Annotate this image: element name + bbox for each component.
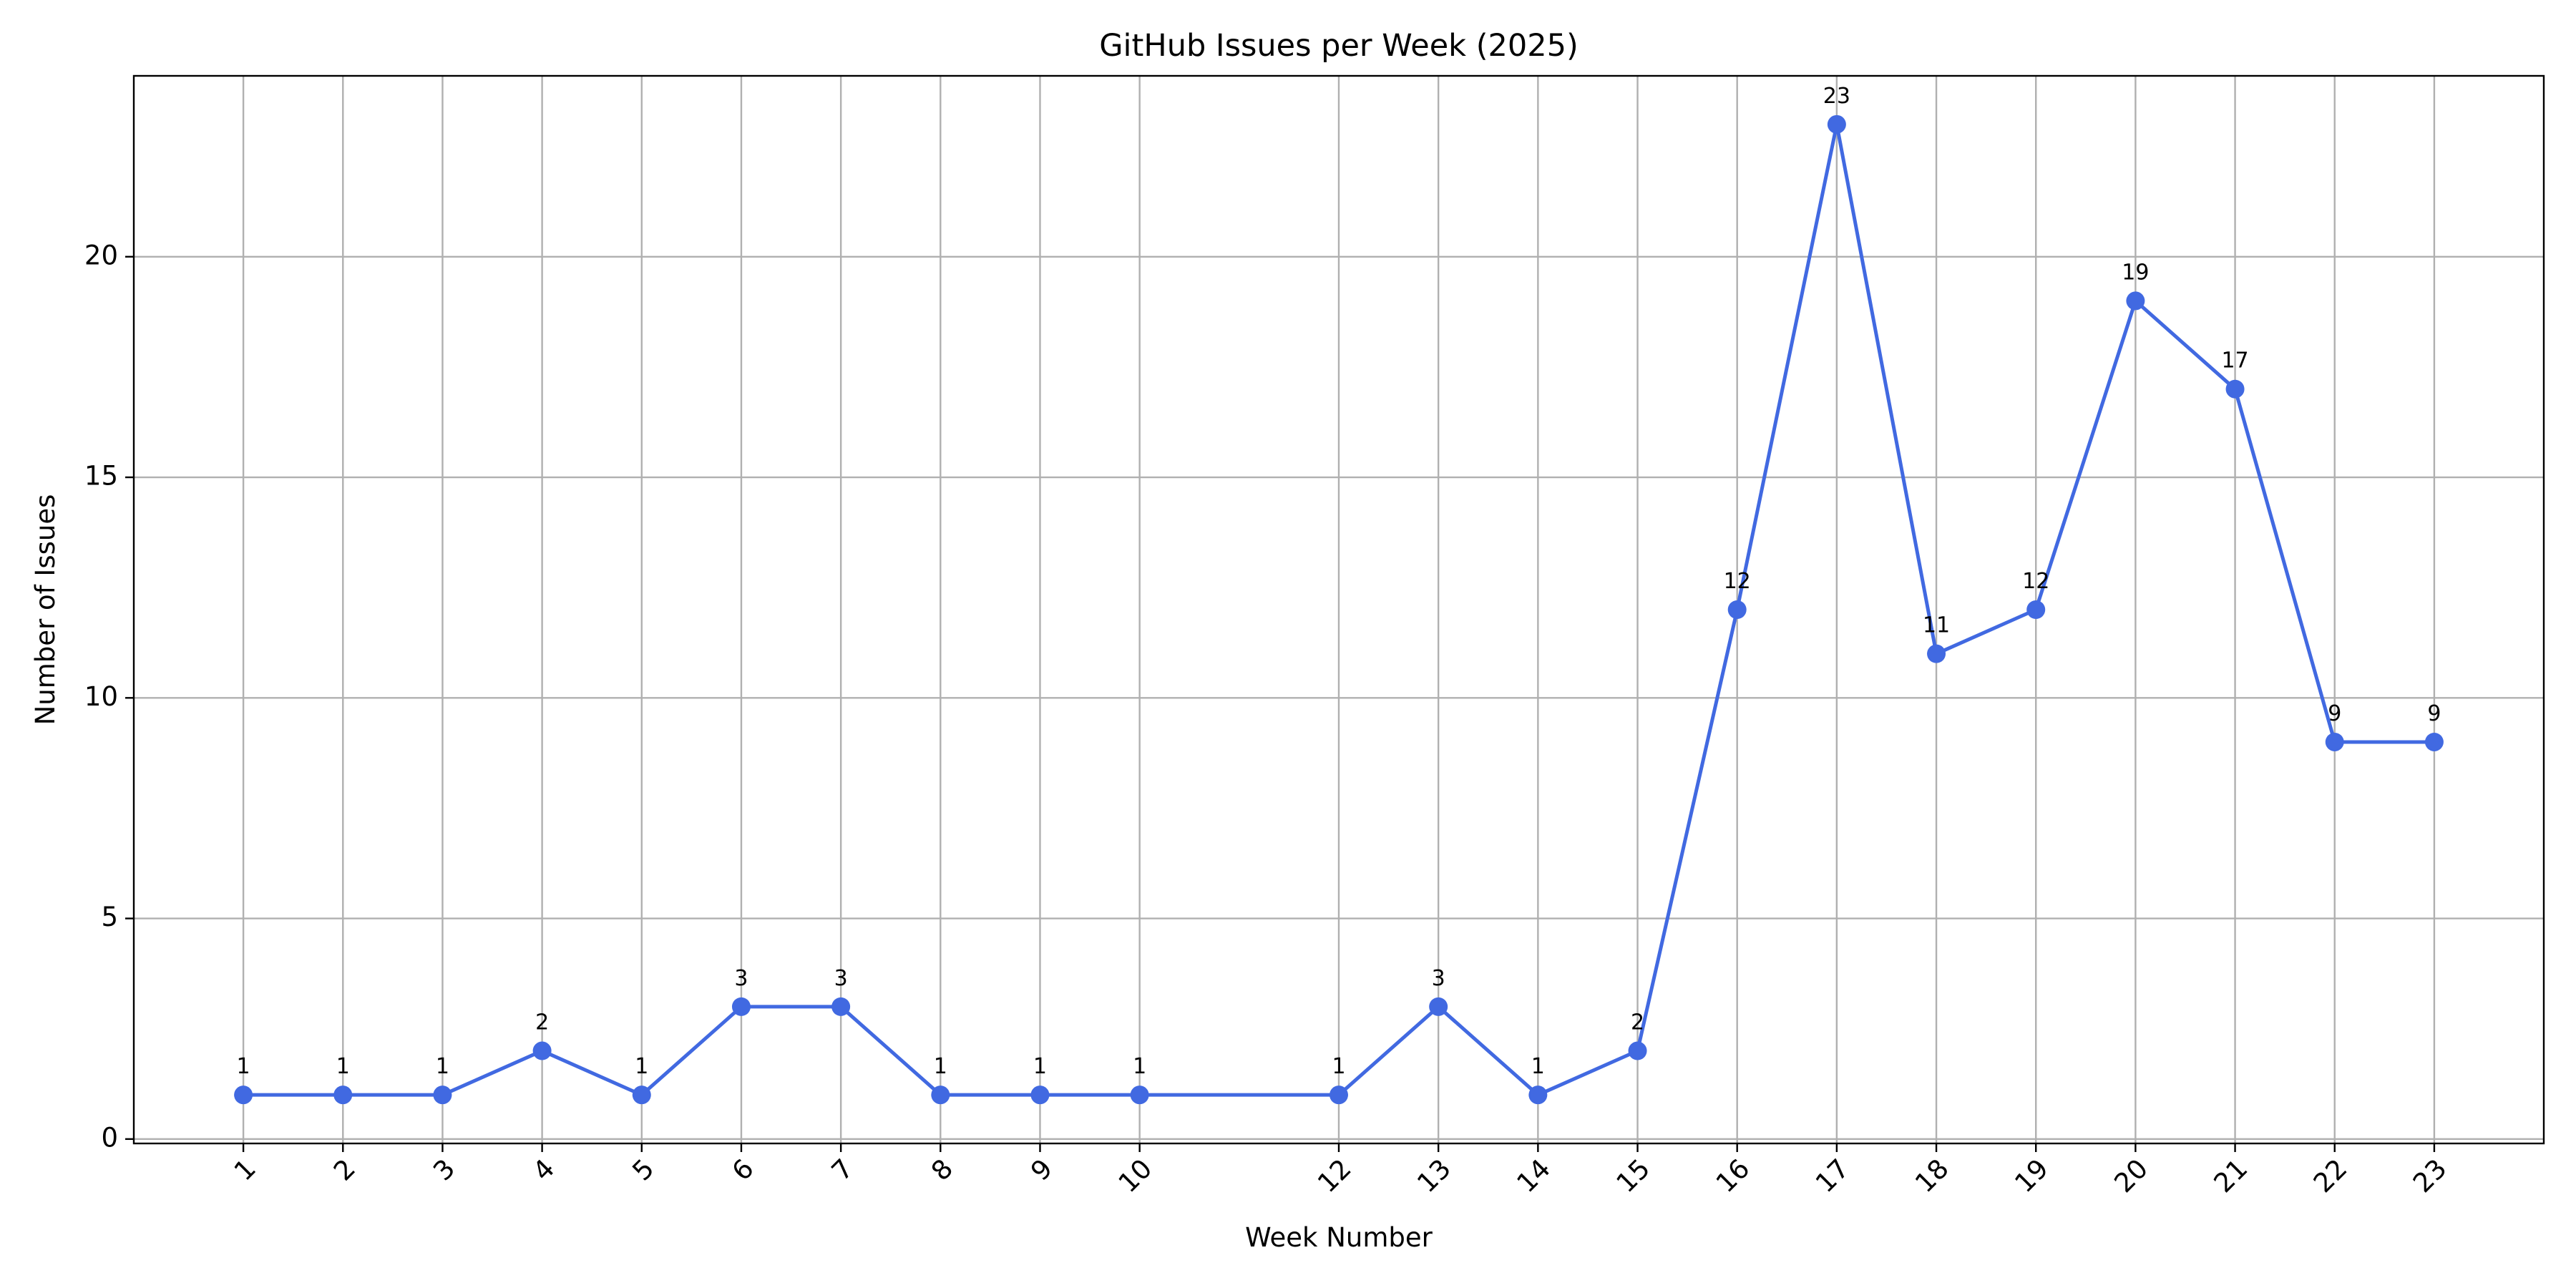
data-label: 1	[1531, 1054, 1545, 1079]
data-point	[1727, 600, 1747, 619]
data-point	[2424, 732, 2444, 751]
data-point	[1927, 644, 1946, 663]
data-label: 3	[734, 966, 748, 991]
data-label: 19	[2122, 260, 2149, 285]
data-point	[1628, 1041, 1647, 1060]
y-tick-label: 0	[101, 1122, 118, 1153]
data-label: 1	[237, 1054, 250, 1079]
y-tick-label: 15	[84, 461, 118, 492]
data-label: 17	[2221, 348, 2248, 374]
data-point	[1030, 1085, 1050, 1105]
data-label: 9	[2427, 701, 2441, 726]
gridlines	[134, 76, 2544, 1143]
data-label: 1	[934, 1054, 947, 1079]
data-label: 9	[2328, 701, 2341, 726]
data-label: 1	[336, 1054, 350, 1079]
data-point	[632, 1085, 651, 1105]
y-axis-label: Number of Issues	[30, 494, 61, 726]
data-label: 1	[635, 1054, 648, 1079]
data-label: 11	[1923, 613, 1950, 638]
data-label: 3	[834, 966, 848, 991]
data-label: 1	[1332, 1054, 1345, 1079]
data-point	[2225, 379, 2245, 399]
data-point	[731, 997, 751, 1016]
data-point	[333, 1085, 353, 1105]
y-tick-label: 20	[84, 240, 118, 270]
series-line	[243, 122, 2434, 1097]
data-label: 12	[1724, 569, 1751, 594]
data-point	[1330, 1085, 1348, 1105]
data-point	[1429, 997, 1448, 1016]
data-point	[1130, 1085, 1149, 1105]
data-label: 2	[535, 1010, 549, 1035]
data-point	[2126, 291, 2145, 311]
data-point	[433, 1085, 452, 1105]
data-point	[2325, 732, 2344, 751]
data-point	[931, 1085, 950, 1105]
data-label: 1	[436, 1054, 449, 1079]
data-label: 1	[1133, 1054, 1146, 1079]
x-axis-label: Week Number	[1245, 1222, 1433, 1253]
data-point	[1528, 1085, 1548, 1105]
plot-frame	[132, 74, 2545, 1145]
data-point	[532, 1041, 552, 1060]
data-label: 23	[1823, 84, 1850, 109]
data-label: 1	[1033, 1054, 1047, 1079]
data-point	[831, 997, 851, 1016]
data-label: 2	[1631, 1010, 1644, 1035]
data-label: 3	[1432, 966, 1445, 991]
y-tick-label: 10	[84, 681, 118, 712]
data-point	[234, 1085, 253, 1105]
data-label: 12	[2022, 569, 2049, 594]
series-layer	[234, 114, 2444, 1105]
data-point	[1827, 114, 1846, 134]
y-tick-label: 5	[101, 902, 118, 932]
chart-title: GitHub Issues per Week (2025)	[1099, 28, 1579, 64]
data-point	[2026, 600, 2046, 619]
